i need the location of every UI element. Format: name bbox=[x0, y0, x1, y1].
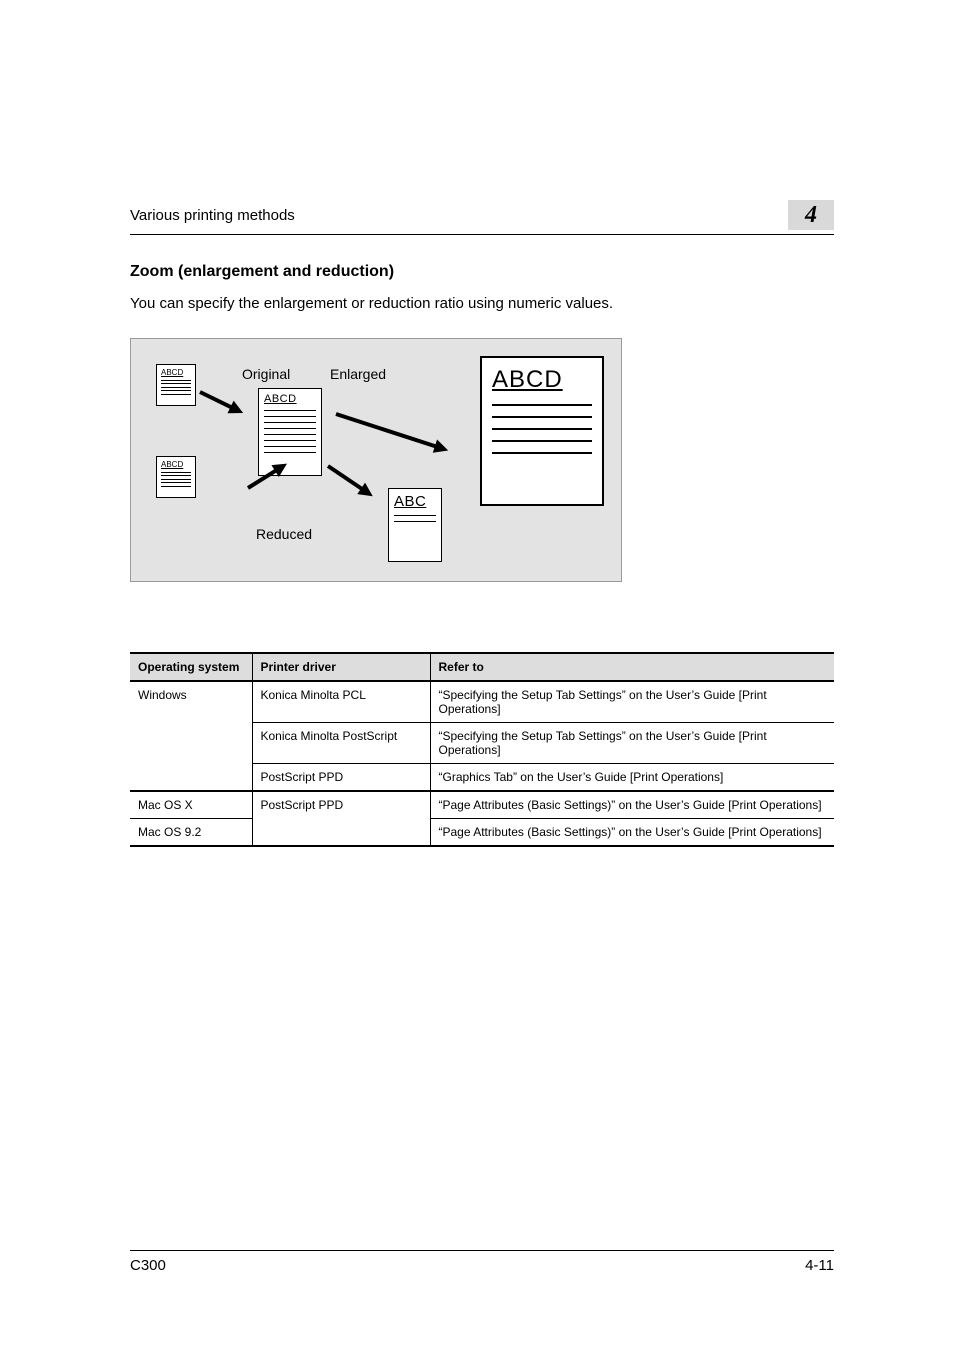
table-header-os: Operating system bbox=[130, 653, 252, 681]
page-footer: C300 4-11 bbox=[130, 1250, 834, 1274]
cell-refer: “Page Attributes (Basic Settings)” on th… bbox=[430, 791, 834, 819]
cell-os: Windows bbox=[130, 681, 252, 791]
diagram-enlarged-page: ABCD bbox=[480, 356, 604, 506]
table-header-driver: Printer driver bbox=[252, 653, 430, 681]
cell-driver: PostScript PPD bbox=[252, 764, 430, 792]
cell-driver: Konica Minolta PostScript bbox=[252, 723, 430, 764]
chapter-number-badge: 4 bbox=[788, 200, 834, 230]
original-page-title: ABCD bbox=[264, 393, 316, 405]
cell-driver: Konica Minolta PCL bbox=[252, 681, 430, 723]
cell-refer: “Page Attributes (Basic Settings)” on th… bbox=[430, 819, 834, 847]
cell-os: Mac OS 9.2 bbox=[130, 819, 252, 847]
page-header: Various printing methods 4 bbox=[130, 200, 834, 235]
diagram-label-enlarged: Enlarged bbox=[330, 366, 386, 382]
enlarged-page-title: ABCD bbox=[492, 366, 592, 394]
cell-refer: “Specifying the Setup Tab Settings” on t… bbox=[430, 681, 834, 723]
table-header-refer: Refer to bbox=[430, 653, 834, 681]
table-header-row: Operating system Printer driver Refer to bbox=[130, 653, 834, 681]
breadcrumb: Various printing methods bbox=[130, 207, 788, 224]
diagram-source-page-icon: ABCD bbox=[156, 456, 196, 498]
diagram-original-page: ABCD bbox=[258, 388, 322, 476]
page-root: Various printing methods 4 Zoom (enlarge… bbox=[0, 0, 954, 1350]
diagram-reduced-page: ABC bbox=[388, 488, 442, 562]
table-row: Mac OS 9.2 “Page Attributes (Basic Setti… bbox=[130, 819, 834, 847]
diagram-label-reduced: Reduced bbox=[256, 526, 312, 542]
table-row: Windows Konica Minolta PCL “Specifying t… bbox=[130, 681, 834, 723]
section-title: Zoom (enlargement and reduction) bbox=[130, 263, 834, 281]
mini-page-title: ABCD bbox=[161, 368, 191, 377]
cell-driver: PostScript PPD bbox=[252, 791, 430, 846]
compatibility-table: Operating system Printer driver Refer to… bbox=[130, 652, 834, 847]
cell-refer: “Graphics Tab” on the User’s Guide [Prin… bbox=[430, 764, 834, 792]
zoom-diagram: ABCD ABCD ABCD ABCD ABC Original Enlarge… bbox=[130, 338, 632, 592]
mini-page-title: ABCD bbox=[161, 460, 191, 469]
diagram-label-original: Original bbox=[242, 366, 290, 382]
footer-page-number: 4-11 bbox=[805, 1257, 834, 1274]
diagram-source-page-icon: ABCD bbox=[156, 364, 196, 406]
cell-refer: “Specifying the Setup Tab Settings” on t… bbox=[430, 723, 834, 764]
section-description: You can specify the enlargement or reduc… bbox=[130, 295, 834, 312]
footer-model: C300 bbox=[130, 1257, 166, 1274]
reduced-page-title: ABC bbox=[394, 493, 436, 510]
cell-os: Mac OS X bbox=[130, 791, 252, 819]
table-row: Mac OS X PostScript PPD “Page Attributes… bbox=[130, 791, 834, 819]
